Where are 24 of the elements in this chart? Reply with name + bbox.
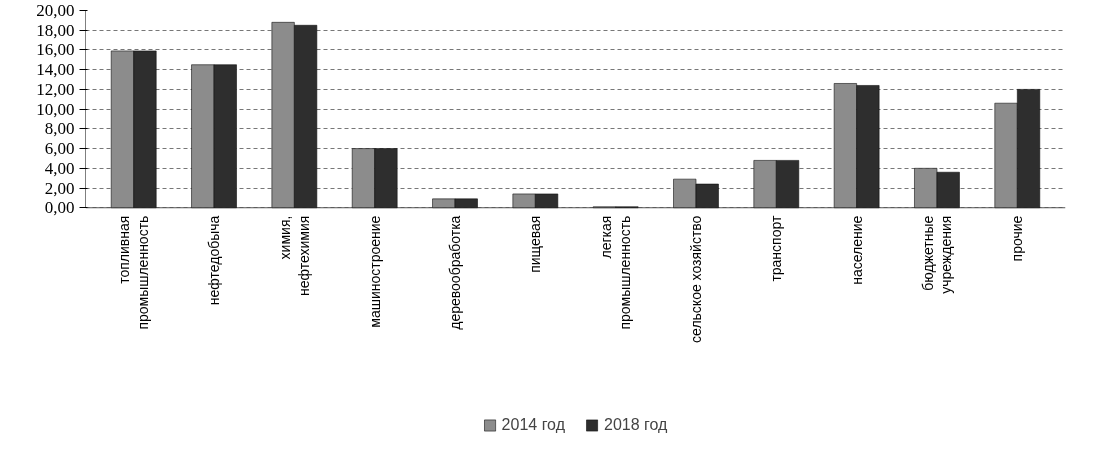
x-tick-label: топливная промышленность <box>116 215 151 330</box>
y-tick-label: 12,00 <box>36 79 75 99</box>
y-tick-label: 4,00 <box>44 158 75 178</box>
y-tick-label: 18,00 <box>36 20 75 40</box>
y-tick-label: 14,00 <box>36 60 75 80</box>
x-tick-label: население <box>848 215 865 285</box>
x-tick-label: транспорт <box>768 215 785 282</box>
y-tick-label: 20,00 <box>36 1 75 20</box>
y-tick-label: 10,00 <box>36 99 75 119</box>
y-tick-label: 2,00 <box>44 178 75 198</box>
x-tick-label: пищевая <box>527 215 544 273</box>
y-tick-label: 8,00 <box>44 119 75 139</box>
x-tick-label: деревообработка <box>447 215 464 330</box>
y-tick-label: 6,00 <box>44 139 75 159</box>
legend-label: 2014 год <box>501 416 565 434</box>
y-tick-label: 0,00 <box>44 198 75 218</box>
y-tick-label: 16,00 <box>36 40 75 60</box>
x-tick-label: машиностроение <box>366 215 383 328</box>
legend-label: 2018 год <box>604 416 668 434</box>
x-tick-label: сельское хозяйство <box>687 215 704 343</box>
x-tick-label: нефтедобыча <box>206 215 223 306</box>
x-tick-label: легкая промышленность <box>598 215 633 330</box>
x-tick-label: прочие <box>1009 215 1026 262</box>
x-tick-label: химия, нефтехимия <box>277 215 312 296</box>
